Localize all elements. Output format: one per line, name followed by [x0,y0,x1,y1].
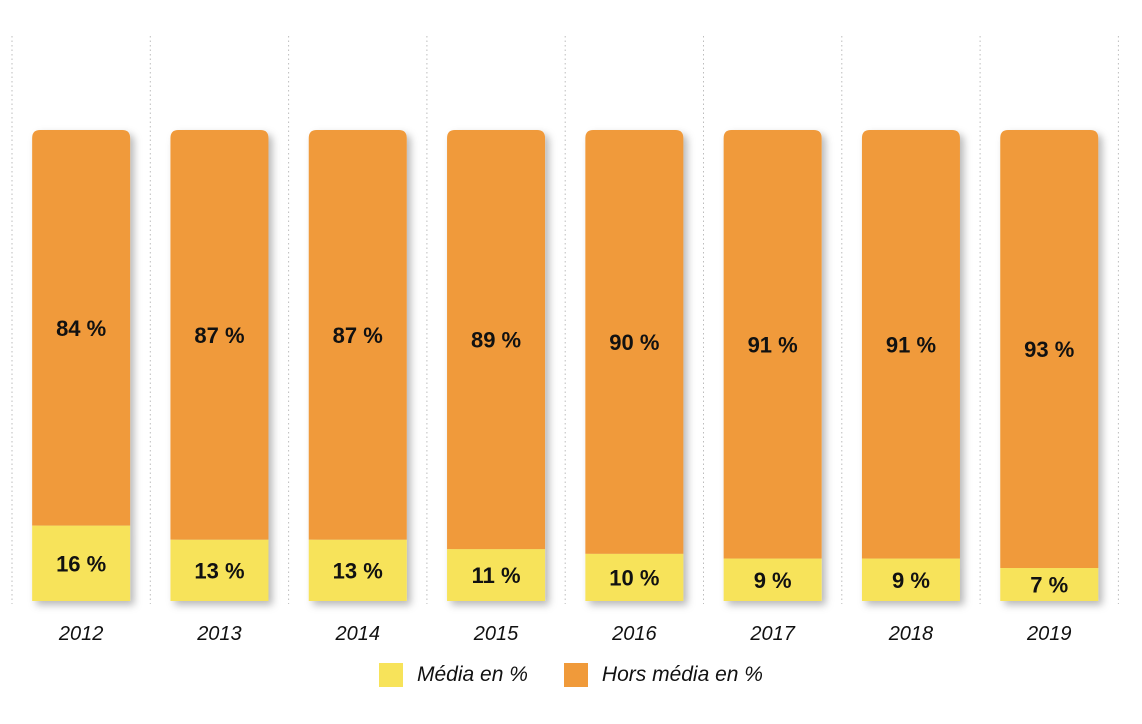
bar-hors-media-2015 [447,130,546,550]
bar-hors-media-2017 [723,130,822,559]
label-media-2017: 9 % [754,568,792,593]
category-label-2015: 2015 [473,623,519,645]
bar-group-2019 [1000,130,1099,601]
label-hors-media-2017: 91 % [748,332,798,357]
bar-hors-media-2014 [308,130,407,540]
legend: Média en % Hors média en % [0,658,1142,692]
label-hors-media-2019: 93 % [1024,337,1074,362]
bar-group-2016 [585,130,684,601]
bar-hors-media-2018 [861,130,960,559]
category-label-2014: 2014 [335,623,381,645]
bar-group-2013 [170,130,269,601]
bar-group-2014 [308,130,407,601]
bar-group-2012 [32,130,131,601]
legend-swatch-hors-media [563,663,588,687]
bar-media-2015 [447,549,546,601]
bar-media-2018 [861,558,960,601]
category-label-2018: 2018 [888,623,934,645]
label-media-2014: 13 % [333,558,383,583]
category-label-2016: 2016 [611,623,657,645]
bar-hors-media-2016 [585,130,684,554]
data-labels: 84 % 16 % 87 % 13 % 87 % 13 % 89 % 11 % 90 % 10 %… [56,316,1074,598]
label-hors-media-2012: 84 % [56,316,106,341]
label-hors-media-2018: 91 % [886,332,936,357]
bar-hors-media-2019 [1000,130,1099,569]
label-media-2012: 16 % [56,551,106,576]
label-media-2018: 9 % [892,568,930,593]
category-label-2013: 2013 [196,623,242,645]
label-media-2019: 7 % [1030,573,1068,598]
label-media-2015: 11 % [472,563,521,588]
bar-media-2012 [32,525,131,601]
category-labels: 2012 2013 2014 2015 2016 2017 2018 2019 [58,623,1072,645]
category-label-2012: 2012 [58,623,104,645]
bar-media-2016 [585,553,684,601]
bar-media-2017 [723,558,822,601]
bar-hors-media-2012 [32,130,131,526]
bar-group-2018 [861,130,960,601]
label-media-2013: 13 % [194,558,244,583]
stacked-bar-chart: 84 % 16 % 87 % 13 % 87 % 13 % 89 % 11 % 90 % 10 %… [11,36,1119,645]
bar-media-2013 [170,539,269,601]
label-hors-media-2013: 87 % [194,323,244,348]
bar-media-2014 [308,539,407,601]
legend-label-hors-media: Hors média en % [601,663,763,686]
bar-media-2019 [1000,568,1099,601]
category-label-2019: 2019 [1026,623,1072,645]
label-media-2016: 10 % [609,565,659,590]
bar-group-2015 [447,130,546,601]
bar-hors-media-2013 [170,130,269,540]
bar-group-2017 [723,130,822,601]
legend-item-hors-media: Hors média en % [563,663,763,687]
label-hors-media-2016: 90 % [609,330,659,355]
label-hors-media-2014: 87 % [333,323,383,348]
label-hors-media-2015: 89 % [471,328,521,353]
category-label-2017: 2017 [749,623,795,645]
bars [32,130,1099,601]
legend-swatch-media [379,663,403,687]
grid-lines [11,36,1119,604]
legend-item-media: Média en % [379,663,528,687]
legend-label-media: Média en % [417,663,528,686]
